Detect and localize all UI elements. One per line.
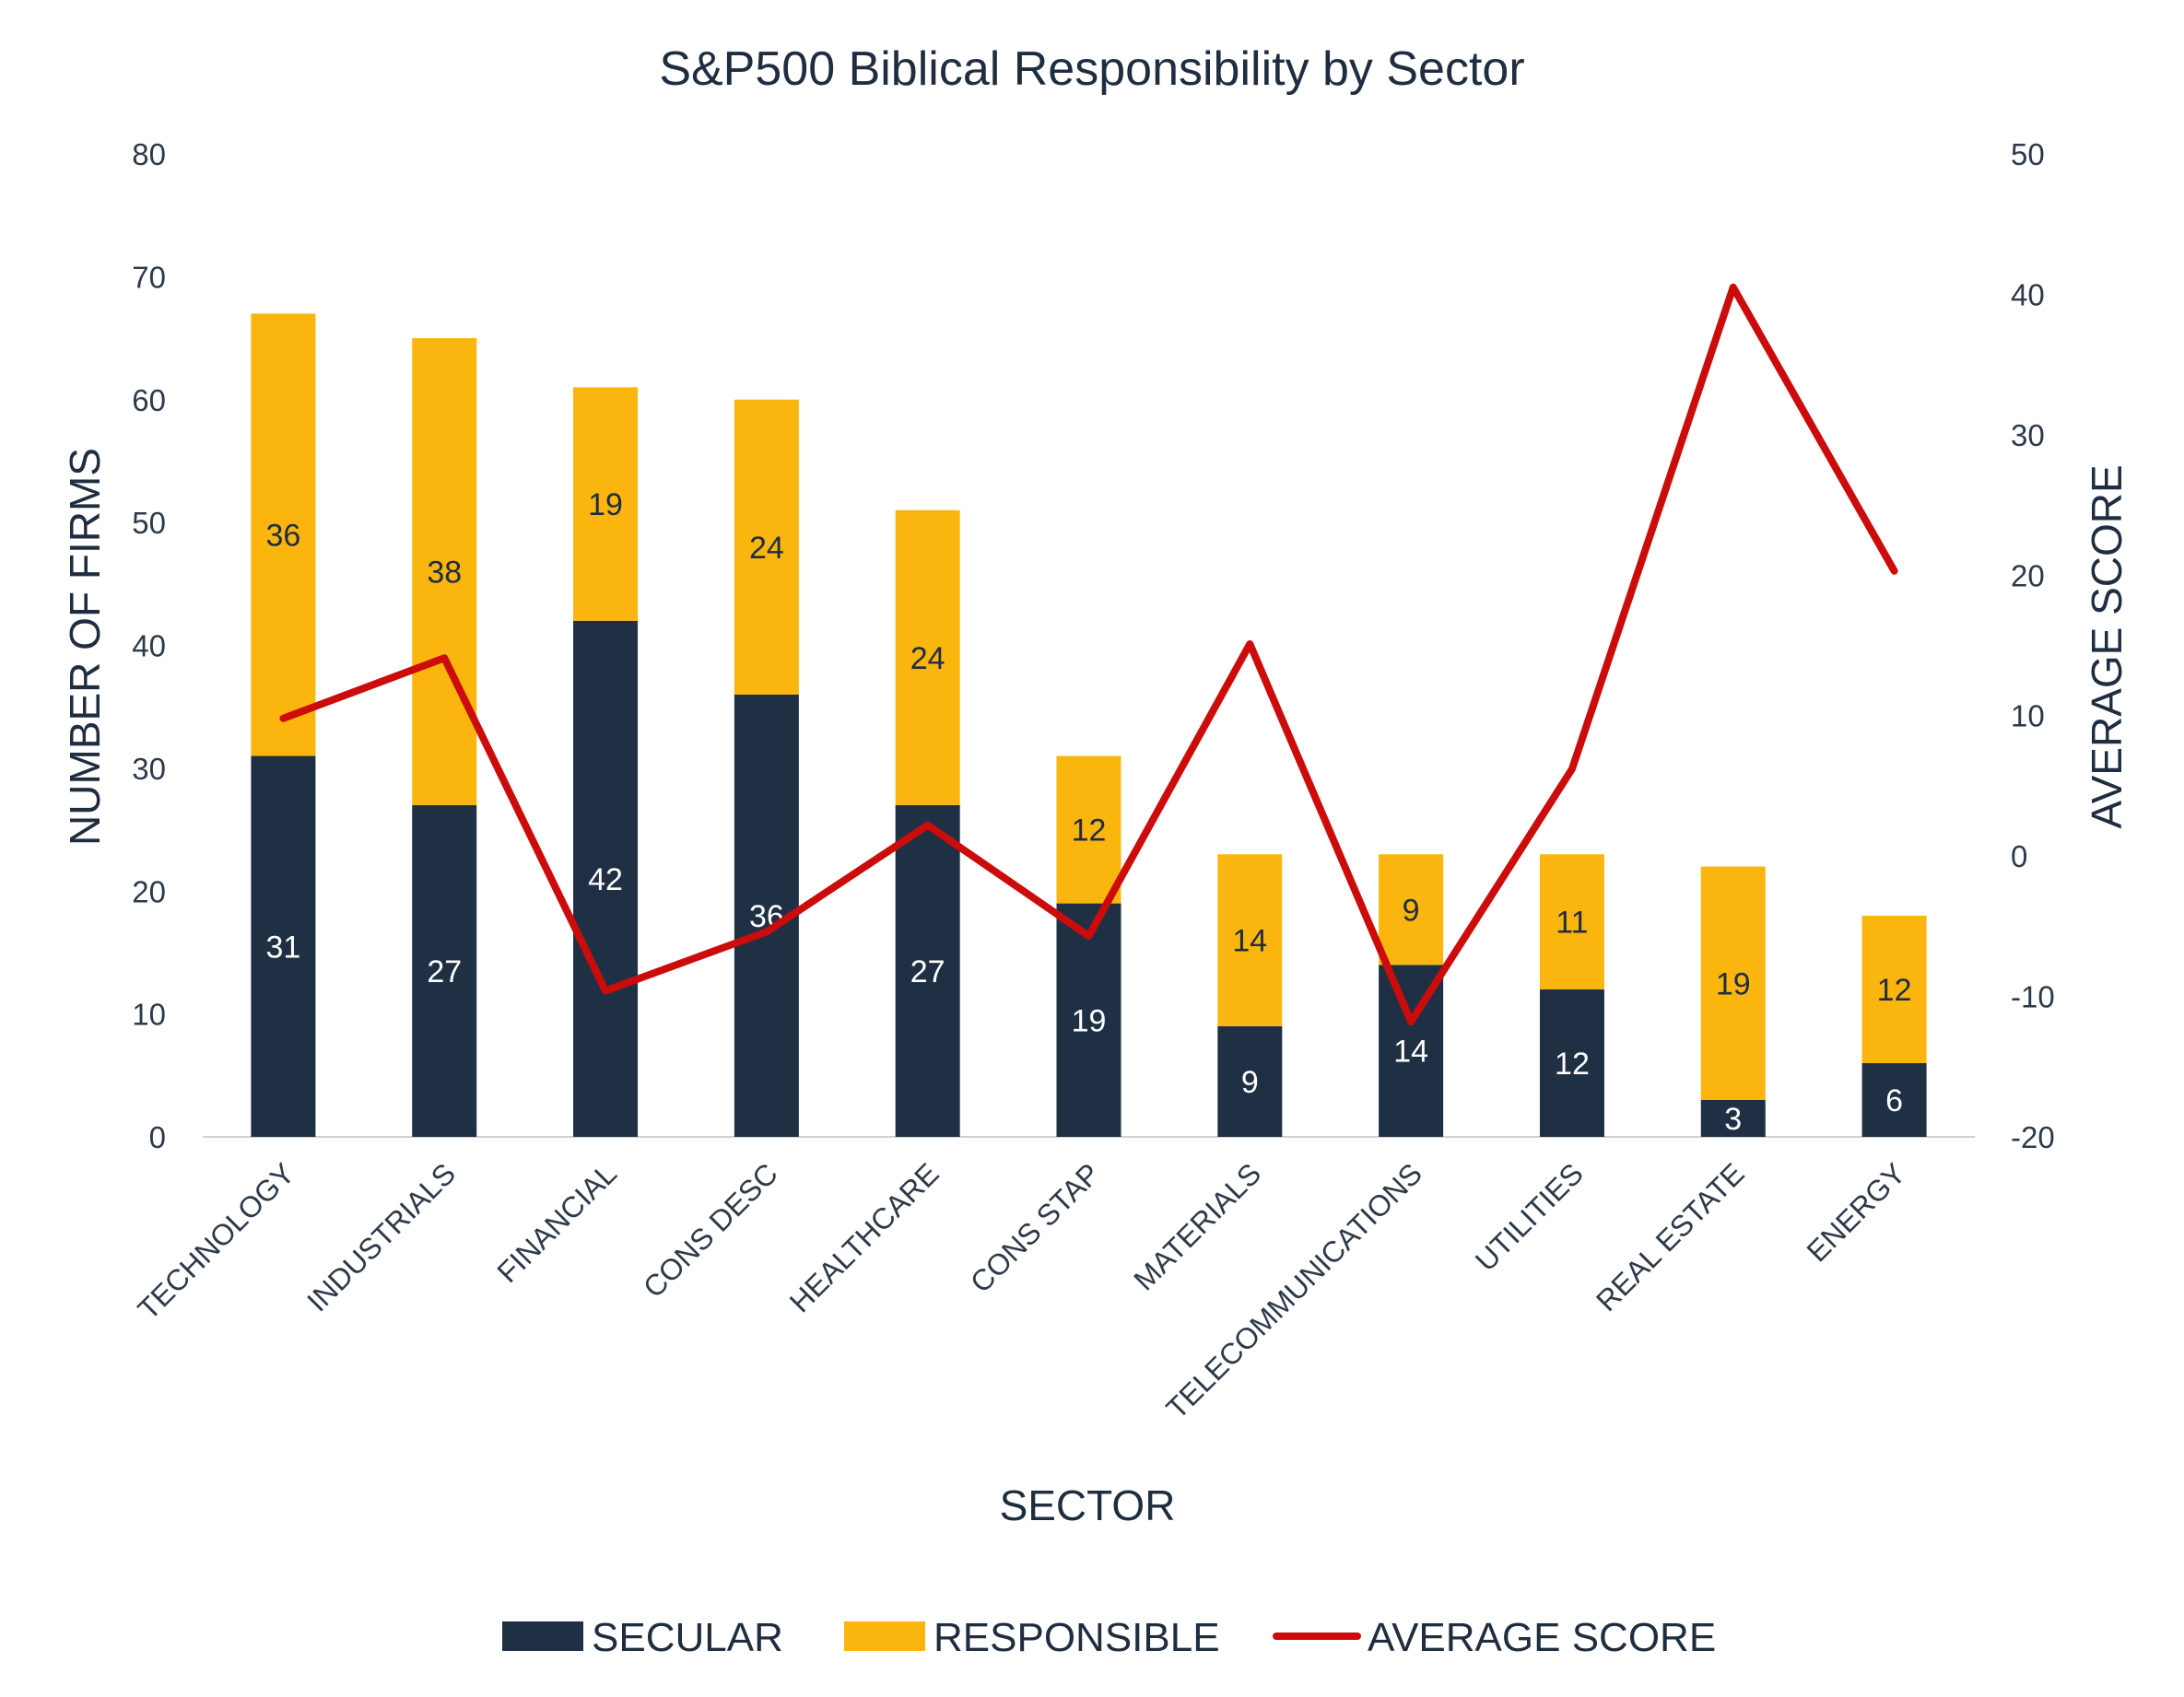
y2-tick-label: 20 xyxy=(2011,558,2045,592)
data-label-secular: 12 xyxy=(1555,1047,1590,1082)
y-axis-title: NUMBER OF FIRMS xyxy=(61,448,109,846)
bar-responsible xyxy=(251,313,316,756)
y-tick-label: 60 xyxy=(132,383,166,417)
data-label-secular: 14 xyxy=(1393,1035,1428,1070)
data-label-secular: 27 xyxy=(910,954,945,989)
y2-tick-label: 30 xyxy=(2011,418,2045,452)
bar-secular xyxy=(1056,903,1121,1137)
left-axis-ticks: 0 10 20 30 40 50 60 70 80 xyxy=(132,137,166,1154)
bar-secular xyxy=(412,804,477,1137)
data-label-secular: 19 xyxy=(1072,1003,1107,1038)
bar-responsible xyxy=(1861,915,1927,1063)
y-tick-label: 70 xyxy=(132,260,166,294)
data-label-responsible: 38 xyxy=(427,555,462,590)
legend-label-average-score: AVERAGE SCORE xyxy=(1368,1615,1716,1660)
legend: SECULAR RESPONSIBLE AVERAGE SCORE xyxy=(502,1615,1716,1660)
bar-responsible xyxy=(1217,854,1283,1026)
legend-swatch-responsible xyxy=(844,1621,925,1651)
x-tick-label: ENERGY xyxy=(1801,1156,1912,1268)
data-label-secular: 3 xyxy=(1724,1102,1742,1137)
bar-responsible xyxy=(1379,854,1444,966)
bar-responsible xyxy=(1539,854,1604,989)
y-tick-label: 30 xyxy=(132,752,166,786)
bar-secular xyxy=(573,620,639,1137)
x-tick-label: REAL ESTATE xyxy=(1590,1156,1751,1317)
y2-tick-label: -10 xyxy=(2011,980,2055,1014)
x-tick-label: TECHNOLOGY xyxy=(131,1156,300,1326)
bar-responsible xyxy=(412,338,477,805)
data-label-secular: 42 xyxy=(588,862,623,897)
data-label-responsible: 11 xyxy=(1556,906,1588,941)
data-label-responsible: 12 xyxy=(1877,973,1912,1008)
bar-responsible xyxy=(573,387,639,621)
data-label-responsible: 24 xyxy=(910,641,945,676)
bar-responsible xyxy=(895,509,960,805)
chart-title: S&P500 Biblical Responsibility by Sector xyxy=(659,42,1524,96)
bar-secular xyxy=(1861,1062,1927,1137)
data-label-responsible: 24 xyxy=(749,531,784,566)
x-tick-label: TELECOMMUNICATIONS xyxy=(1160,1156,1429,1425)
y2-tick-label: 50 xyxy=(2011,137,2045,171)
data-label-responsible: 19 xyxy=(588,487,623,522)
right-axis-ticks: -20 -10 0 10 20 30 40 50 xyxy=(2011,137,2055,1154)
x-tick-label: CONS STAP xyxy=(964,1156,1107,1299)
y2-tick-label: -20 xyxy=(2011,1120,2055,1154)
x-tick-label: CONS DESC xyxy=(637,1156,784,1304)
legend-swatch-secular xyxy=(502,1621,583,1651)
data-label-responsible: 9 xyxy=(1403,893,1420,928)
legend-label-responsible: RESPONSIBLE xyxy=(933,1615,1220,1660)
bar-secular xyxy=(895,804,960,1137)
bar-secular xyxy=(251,755,316,1137)
data-label-secular: 31 xyxy=(265,930,300,965)
bar-secular xyxy=(1700,1099,1766,1137)
y2-tick-label: 40 xyxy=(2011,277,2045,311)
y-tick-label: 20 xyxy=(132,874,166,908)
x-axis-title: SECTOR xyxy=(1000,1481,1176,1529)
x-tick-label: HEALTHCARE xyxy=(783,1156,945,1318)
x-tick-label: UTILITIES xyxy=(1469,1156,1590,1277)
y-tick-label: 80 xyxy=(132,137,166,171)
bar-responsible xyxy=(1056,755,1121,904)
data-label-secular: 27 xyxy=(427,954,462,989)
y2-tick-label: 10 xyxy=(2011,699,2045,733)
data-label-secular: 6 xyxy=(1885,1083,1903,1118)
data-label-responsible: 14 xyxy=(1232,924,1267,959)
data-label-secular: 9 xyxy=(1241,1065,1259,1100)
average-score-line xyxy=(279,283,1898,1026)
y2-axis-title: AVERAGE SCORE xyxy=(2083,464,2131,828)
data-label-responsible: 19 xyxy=(1716,966,1751,1001)
y2-tick-label: 0 xyxy=(2011,839,2027,873)
bar-secular xyxy=(1217,1025,1283,1137)
y-tick-label: 40 xyxy=(132,629,166,663)
data-label-responsible: 36 xyxy=(265,518,300,553)
x-tick-label: FINANCIAL xyxy=(490,1156,623,1289)
x-tick-label: MATERIALS xyxy=(1127,1156,1267,1296)
x-tick-label: INDUSTRIALS xyxy=(300,1156,462,1317)
y-tick-label: 0 xyxy=(149,1120,166,1154)
average-score-line-group xyxy=(279,283,1898,1026)
legend-label-secular: SECULAR xyxy=(592,1615,783,1660)
y-tick-label: 10 xyxy=(132,998,166,1032)
bar-responsible xyxy=(734,399,799,695)
category-labels: TECHNOLOGY INDUSTRIALS FINANCIAL CONS DESCH… xyxy=(131,1156,1911,1425)
y-tick-label: 50 xyxy=(132,506,166,540)
data-label-responsible: 12 xyxy=(1072,813,1107,848)
bar-responsible xyxy=(1700,866,1766,1100)
bar-secular xyxy=(1539,989,1604,1137)
